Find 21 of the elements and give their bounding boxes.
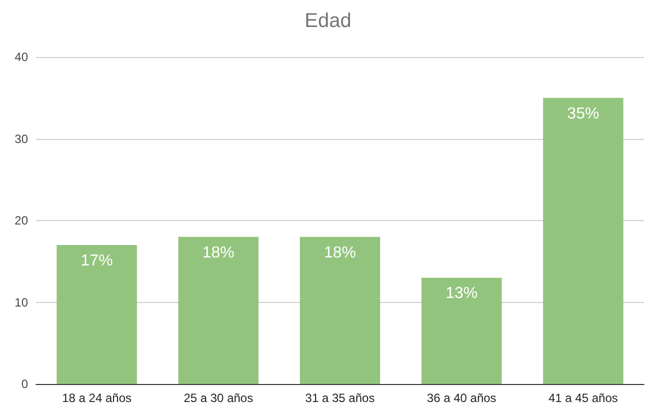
- y-tick-label: 0: [21, 377, 28, 391]
- data-label: 18%: [202, 244, 234, 262]
- chart-title: Edad: [304, 10, 352, 32]
- data-label: 35%: [567, 105, 600, 122]
- bar: [56, 245, 137, 384]
- x-tick-label: 18 a 24 años: [62, 391, 132, 404]
- y-tick-label: 30: [14, 132, 28, 146]
- y-tick-label: 10: [14, 295, 28, 310]
- data-label: 17%: [80, 252, 113, 270]
- data-label: 13%: [446, 285, 478, 302]
- data-label: 18%: [324, 244, 356, 262]
- bar: [543, 98, 624, 384]
- bar: [300, 236, 380, 384]
- x-tick-label: 41 a 45 años: [548, 391, 618, 404]
- x-tick-label: 25 a 30 años: [184, 391, 254, 404]
- bar: [178, 236, 259, 384]
- y-tick-label: 40: [14, 50, 28, 64]
- bar: [421, 278, 502, 384]
- y-tick-label: 20: [14, 214, 28, 228]
- x-tick-label: 36 a 40 años: [426, 391, 496, 404]
- x-tick-label: 31 a 35 años: [305, 391, 375, 404]
